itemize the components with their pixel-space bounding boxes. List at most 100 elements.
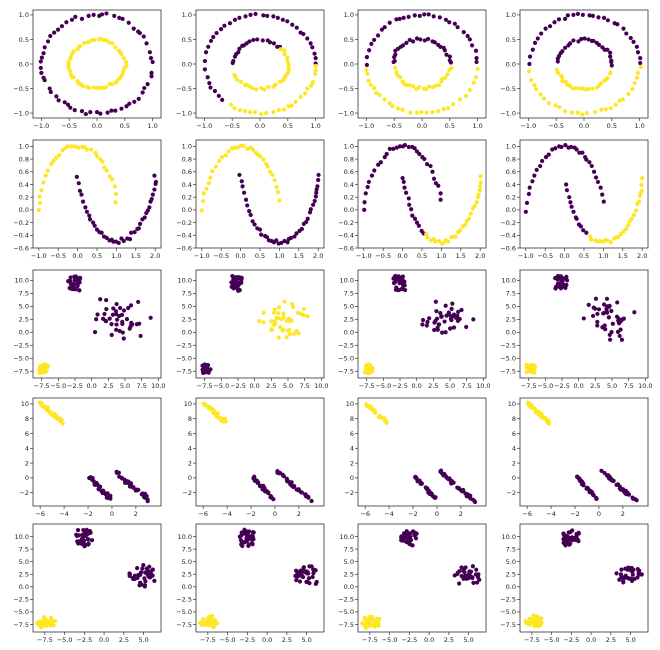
- data-point: [426, 36, 431, 42]
- series-0: [523, 142, 606, 235]
- data-point: [470, 575, 475, 581]
- data-point: [584, 157, 589, 162]
- data-point: [433, 239, 438, 244]
- data-point: [590, 86, 595, 91]
- y-tick-label: −5.0: [176, 355, 192, 363]
- data-point: [99, 230, 104, 235]
- data-point: [451, 480, 456, 485]
- x-tick-label: −5.0: [537, 382, 553, 390]
- data-point: [532, 173, 537, 178]
- data-point: [439, 77, 445, 82]
- data-point: [369, 173, 375, 178]
- data-point: [206, 181, 211, 186]
- scatter-panel-0-2: −1.0 −0.5 0.0 0.5 1.0 −1.0 −0.5 0.0 0.5 1.0: [338, 9, 487, 130]
- data-point: [286, 67, 292, 72]
- data-point: [54, 155, 59, 160]
- data-point: [276, 335, 281, 340]
- x-tick-label: 1.0: [274, 252, 284, 260]
- data-point: [617, 333, 622, 339]
- data-point: [526, 191, 532, 197]
- data-point: [271, 110, 276, 115]
- data-point: [416, 478, 421, 483]
- data-point: [546, 421, 551, 426]
- data-point: [553, 103, 558, 108]
- y-tick-label: −7.5: [13, 621, 29, 629]
- data-point: [143, 495, 148, 500]
- data-point: [430, 110, 435, 115]
- data-point: [428, 490, 433, 496]
- y-tick-label: 7.5: [19, 545, 29, 553]
- data-point: [538, 163, 543, 169]
- y-tick-label: −2: [506, 489, 516, 497]
- x-tick-label: 0.0: [559, 252, 569, 260]
- y-tick-label: 0: [350, 474, 354, 482]
- data-point: [311, 571, 316, 576]
- data-point: [529, 404, 534, 409]
- data-point: [285, 240, 290, 245]
- data-point: [617, 98, 622, 103]
- data-point: [554, 275, 559, 280]
- data-point: [98, 484, 103, 489]
- data-point: [590, 13, 596, 18]
- data-point: [279, 317, 284, 322]
- data-point: [424, 110, 429, 115]
- data-point: [593, 110, 598, 115]
- data-point: [60, 421, 65, 426]
- y-tick-label: 0.0: [19, 583, 29, 591]
- data-point: [571, 209, 576, 214]
- data-point: [251, 476, 256, 481]
- data-point: [618, 485, 623, 490]
- data-point: [537, 617, 543, 622]
- data-point: [393, 65, 398, 71]
- data-point: [48, 615, 53, 621]
- y-tick-label: −7.5: [500, 621, 516, 629]
- data-point: [574, 85, 579, 91]
- data-point: [259, 85, 264, 91]
- data-point: [265, 164, 270, 169]
- data-point: [145, 82, 150, 87]
- data-point: [411, 39, 416, 44]
- data-point: [121, 238, 126, 244]
- y-tick-label: 8: [512, 415, 516, 423]
- data-point: [404, 190, 409, 195]
- data-point: [218, 416, 223, 421]
- data-point: [557, 105, 562, 110]
- data-point: [79, 536, 85, 542]
- data-point: [45, 405, 51, 410]
- x-tick-label: −1.0: [518, 252, 534, 260]
- data-point: [212, 88, 218, 94]
- data-point: [471, 80, 476, 85]
- data-point: [222, 23, 227, 28]
- data-point: [633, 208, 639, 213]
- data-point: [274, 184, 279, 190]
- data-point: [538, 622, 543, 627]
- data-point: [243, 539, 248, 544]
- data-point: [605, 18, 611, 23]
- data-point: [280, 472, 285, 477]
- y-tick-label: −1.0: [13, 109, 29, 117]
- data-point: [434, 316, 440, 321]
- y-tick-label: 0.0: [19, 206, 29, 214]
- x-tick-label: 10.0: [638, 382, 652, 390]
- data-point: [277, 198, 282, 203]
- data-point: [103, 319, 109, 324]
- data-point: [601, 15, 607, 20]
- data-point: [368, 614, 373, 619]
- data-point: [543, 155, 549, 160]
- axes-frame: [32, 397, 162, 507]
- data-point: [121, 69, 126, 74]
- data-point: [457, 316, 462, 322]
- data-point: [142, 576, 147, 581]
- scatter-panel-0-0: −1.0 −0.5 0.0 0.5 1.0 −1.0 −0.5 0.0 0.5 1.0: [13, 9, 162, 130]
- data-point: [614, 571, 619, 576]
- data-point: [205, 363, 211, 368]
- data-point: [461, 29, 466, 35]
- data-point: [560, 49, 565, 54]
- x-tick-label: −5.0: [544, 636, 560, 644]
- data-point: [45, 168, 50, 173]
- data-point: [366, 179, 371, 185]
- x-tick-label: 1.0: [598, 252, 608, 260]
- series-0: [237, 527, 319, 587]
- series-1: [66, 36, 129, 91]
- y-tick-label: −0.6: [13, 244, 29, 252]
